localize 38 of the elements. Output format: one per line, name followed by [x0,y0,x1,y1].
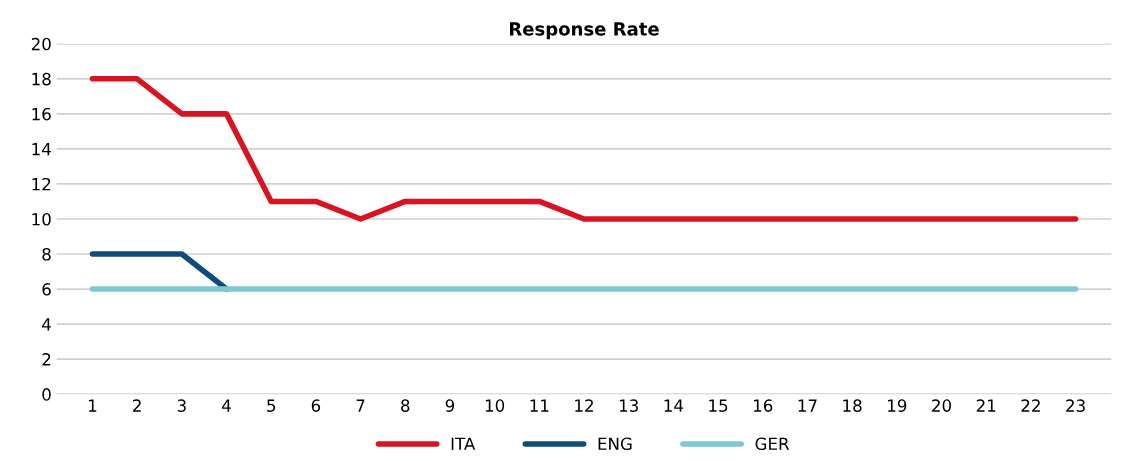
x-tick-label: 1 [88,399,97,412]
x-tick-label: 9 [445,399,455,412]
legend-label: GER [755,437,790,451]
x-tick-label: 11 [530,399,549,412]
y-tick-label: 18 [32,72,51,86]
x-tick-label: 12 [575,399,593,412]
x-tick-label: 23 [1066,399,1085,412]
x-tick-label: 13 [619,399,638,412]
x-tick-label: 19 [888,399,907,412]
x-tick-label: 4 [222,399,231,412]
x-tick-label: 8 [401,399,410,412]
x-tick-label: 14 [664,399,684,412]
y-tick-label: 6 [42,283,51,296]
y-tick-label: 0 [42,388,51,401]
chart-title: Response Rate [510,22,659,40]
y-tick-label: 10 [32,212,51,226]
y-tick-label: 12 [32,177,51,191]
y-tick-label: 16 [32,107,51,121]
y-tick-label: 14 [32,143,51,156]
legend-label: ITA [451,437,476,450]
x-tick-label: 6 [311,399,321,412]
y-tick-label: 2 [42,353,51,366]
x-tick-label: 16 [753,399,773,412]
y-tick-label: 8 [42,247,51,261]
x-tick-label: 22 [1021,399,1040,412]
y-tick-label: 20 [31,37,51,51]
x-tick-label: 7 [356,399,365,412]
x-tick-label: 18 [843,399,862,412]
x-tick-label: 2 [133,399,141,412]
x-tick-label: 15 [709,399,728,412]
legend-label: ENG [598,437,632,451]
x-tick-label: 3 [177,399,186,412]
x-tick-label: 20 [932,399,952,412]
x-tick-label: 10 [485,399,505,412]
x-tick-label: 21 [976,399,996,412]
y-tick-label: 4 [42,318,51,331]
x-tick-label: 5 [267,399,276,412]
x-tick-label: 17 [798,399,817,412]
